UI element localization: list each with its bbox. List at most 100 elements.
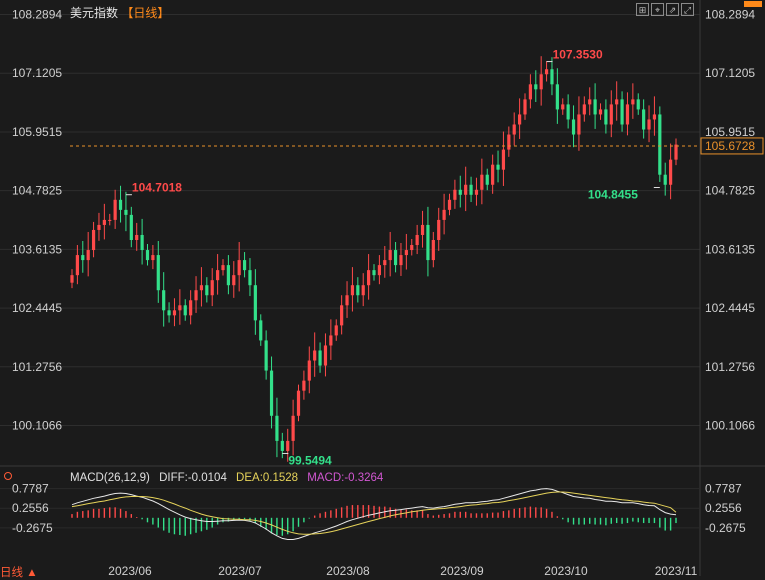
candle-body: [318, 350, 322, 366]
candle-body: [296, 390, 301, 416]
candle-body: [350, 285, 355, 296]
candle-body: [340, 305, 344, 326]
candle-body: [216, 270, 220, 281]
candle-body: [259, 320, 263, 341]
candle-body: [226, 265, 230, 286]
candle-body: [442, 209, 446, 220]
macd-hist-value: MACD:-0.3264: [307, 472, 384, 484]
candle-body: [518, 114, 522, 125]
candle-body: [232, 275, 236, 286]
macd-tick-left: 0.2556: [12, 501, 49, 515]
candle-body: [625, 104, 630, 125]
last-price-marker: 105.6728: [70, 137, 764, 155]
candle-body: [108, 219, 112, 221]
price-tick-right: 102.4445: [705, 301, 755, 315]
candle-body: [480, 174, 484, 190]
candle-body: [151, 255, 155, 261]
candle-body: [323, 345, 328, 366]
candle-body: [194, 290, 198, 301]
candle-body: [555, 84, 559, 110]
candle-body: [491, 164, 495, 185]
candle-body: [474, 189, 479, 195]
macd-dea-value: DEA:0.1528: [236, 472, 299, 484]
candle-body: [399, 255, 403, 266]
candle-body: [329, 335, 333, 346]
candle-body: [291, 415, 295, 441]
period-switch[interactable]: 日线 ▲: [0, 567, 38, 579]
candle-body: [286, 440, 290, 451]
candle-body: [242, 260, 247, 271]
candle-body: [674, 144, 678, 160]
candle-body: [210, 280, 214, 296]
candle-body: [437, 219, 441, 240]
candle-body: [636, 99, 640, 110]
candle-body: [426, 224, 430, 261]
candle-body: [156, 255, 160, 291]
candle-body: [124, 209, 128, 215]
chart-toolbar: ⊞ ⌖ ⇗ ⤢: [636, 3, 694, 16]
candle-body: [302, 380, 306, 391]
price-tick-left: 105.9515: [12, 125, 62, 139]
candle-body: [162, 290, 166, 311]
candle-body: [431, 240, 435, 261]
time-tick: 2023/06: [108, 564, 152, 576]
candle-body: [501, 149, 506, 170]
macd-dea-line: [71, 491, 677, 535]
expand-icon[interactable]: ⊞: [636, 3, 649, 16]
candle-body: [496, 164, 500, 170]
macd-diff-value: DIFF:-0.0104: [159, 472, 227, 484]
macd-tick-right: -0.2675: [705, 521, 746, 535]
period-label[interactable]: 【日线】: [121, 6, 170, 20]
candle-body: [75, 255, 79, 276]
candle-body: [615, 99, 619, 105]
fullscreen-icon[interactable]: ⤢: [681, 3, 694, 16]
candle-body: [189, 300, 193, 316]
macd-tick-left: 0.7787: [12, 482, 49, 496]
candle-body: [81, 255, 85, 261]
symbol-title: 美元指数: [70, 6, 119, 20]
price-tick-right: 104.7825: [705, 184, 755, 198]
candle-body: [264, 340, 268, 371]
crosshair-icon[interactable]: ⌖: [651, 3, 664, 16]
candle-body: [313, 350, 317, 361]
indicator-icon[interactable]: ⇗: [666, 3, 679, 16]
candle-body: [172, 310, 177, 316]
candle-body: [571, 119, 576, 135]
candlestick-series: [70, 56, 678, 462]
candle-body: [393, 250, 398, 266]
corner-marker: [744, 1, 762, 7]
macd-params[interactable]: MACD(26,12,9): [70, 472, 150, 484]
candle-body: [404, 250, 408, 256]
candle-body: [577, 114, 581, 135]
candle-body: [598, 109, 603, 115]
candle-body: [566, 104, 570, 120]
candle-body: [361, 285, 365, 296]
annotation-label: 104.7018: [132, 181, 182, 195]
candle-body: [129, 214, 133, 240]
candle-body: [307, 360, 311, 381]
candle-body: [410, 245, 414, 251]
candle-body: [642, 109, 646, 130]
settings-icon[interactable]: [4, 472, 12, 480]
price-tick-right: 107.1205: [705, 66, 755, 80]
candle-body: [647, 119, 651, 130]
price-tick-left: 102.4445: [12, 301, 62, 315]
time-axis: 2023/06 2023/07 2023/08 2023/09 2023/10 2023/…: [108, 564, 697, 576]
time-tick: 2023/10: [544, 564, 588, 576]
candle-body: [528, 84, 532, 100]
candle-body: [183, 305, 187, 316]
candle-body: [140, 234, 144, 251]
macd-tick-left: -0.2675: [12, 521, 53, 535]
candle-body: [221, 265, 225, 271]
candle-body: [631, 99, 635, 105]
macd-panel: 0.7787 0.7787 0.2556 0.2556 -0.2675 -0.2675: [0, 482, 746, 540]
candle-body: [113, 199, 117, 220]
time-tick: 2023/09: [440, 564, 484, 576]
price-tick-right: 100.1066: [705, 418, 755, 432]
candle-body: [167, 310, 171, 316]
annotation-label: 99.5494: [288, 453, 332, 467]
candle-body: [550, 69, 554, 85]
candle-body: [453, 189, 457, 200]
candle-body: [367, 270, 371, 286]
